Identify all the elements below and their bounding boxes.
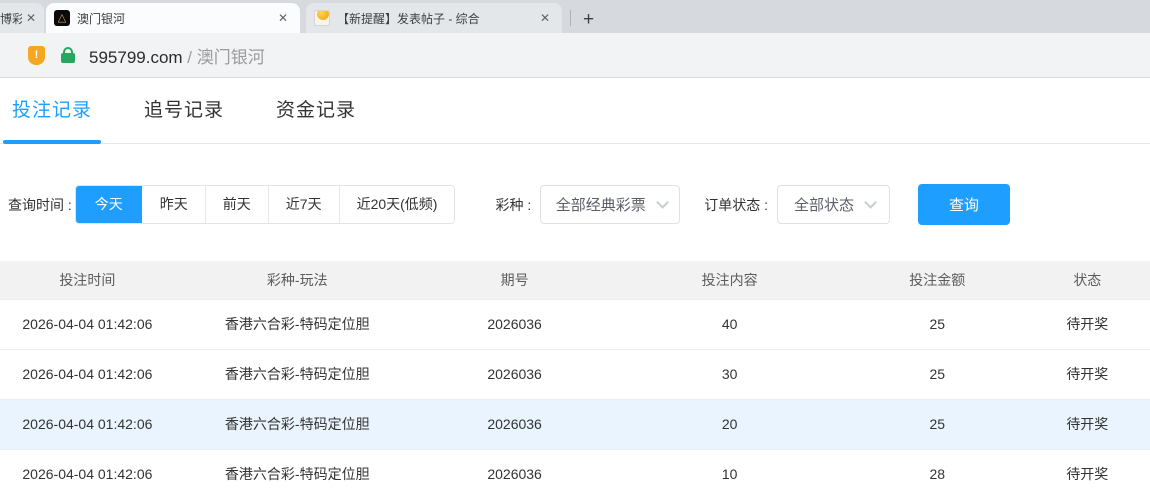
record-tab[interactable]: 资金记录 [276,100,357,121]
address-bar: ! 595799.com / 澳门银河 [0,33,1150,78]
table-row: 2026-04-04 01:42:06 香港六合彩-特码定位胆 2026036 30 2… [0,348,1150,399]
galaxy-favicon-icon: △ [54,10,70,26]
column-header: 投注金额 [849,261,1025,299]
tab-title: 澳门银河 [77,11,126,26]
table-header-row: 投注时间 彩种-玩法 期号 投注内容 投注金额 状态 [0,261,1150,299]
cell-issue: 2026036 [419,398,610,449]
close-icon[interactable]: ✕ [539,11,551,25]
browser-tab-bar: 博彩 ✕ △ 澳门银河 ✕ 【新提醒】发表帖子 - 综合 ✕ + [0,0,1150,33]
column-header: 状态 [1024,261,1150,299]
lock-icon[interactable] [61,47,75,63]
url-domain: 595799.com [89,47,183,67]
cell-content: 30 [609,348,850,399]
lottery-filter-label: 彩种 : [495,196,532,213]
filter-bar: 查询时间 : 今天 昨天 前天 近7天 近20天(低频) 彩种 : 全部经典彩票 订单状… [8,184,1150,225]
tab-divider [570,10,571,26]
time-filter-button[interactable]: 近20天(低频) [338,186,455,223]
cell-status: 待开奖 [1024,448,1150,492]
lottery-select[interactable]: 全部经典彩票 [540,185,681,224]
column-header: 投注内容 [609,261,850,299]
time-filter-button[interactable]: 前天 [204,186,268,223]
url-site-name: 澳门银河 [196,47,265,67]
time-filter-button[interactable]: 昨天 [141,186,205,223]
lottery-select-value: 全部经典彩票 [555,197,646,214]
cell-amount: 25 [849,298,1025,349]
shield-warning-icon[interactable]: ! [28,45,45,65]
column-header: 投注时间 [0,261,175,299]
forum-favicon-icon [314,10,330,26]
browser-tab-partial[interactable]: 博彩 ✕ [0,3,44,33]
tab-title: 【新提醒】发表帖子 - 综合 [337,11,480,26]
cell-issue: 2026036 [419,298,610,349]
time-filter-group: 今天 昨天 前天 近7天 近20天(低频) [74,185,456,224]
new-tab-button[interactable]: + [583,9,595,30]
order-status-select[interactable]: 全部状态 [777,185,891,224]
record-tab[interactable]: 投注记录 [2,98,102,144]
cell-game: 香港六合彩-特码定位胆 [174,298,420,349]
column-header: 彩种-玩法 [174,261,420,299]
column-header: 期号 [419,261,610,299]
time-filter-button[interactable]: 今天 [75,186,142,223]
time-filter-button[interactable]: 近7天 [267,186,339,223]
cell-status: 待开奖 [1024,398,1150,449]
table-row: 2026-04-04 01:42:06 香港六合彩-特码定位胆 2026036 10 2… [0,448,1150,492]
cell-game: 香港六合彩-特码定位胆 [174,448,420,492]
time-filter-label: 查询时间 : [8,196,72,213]
cell-issue: 2026036 [419,348,610,399]
order-status-value: 全部状态 [794,197,855,214]
cell-time: 2026-04-04 01:42:06 [0,348,175,399]
cell-game: 香港六合彩-特码定位胆 [174,398,420,449]
order-status-label: 订单状态 : [704,196,769,213]
records-table: 投注时间 彩种-玩法 期号 投注内容 投注金额 状态 2026-04-04 01:42:0… [0,261,1150,492]
cell-time: 2026-04-04 01:42:06 [0,448,175,492]
cell-content: 40 [609,298,850,349]
cell-content: 10 [609,448,850,492]
record-tab[interactable]: 追号记录 [144,100,225,121]
url-text[interactable]: 595799.com / 澳门银河 [89,47,265,67]
chevron-down-icon [656,196,669,209]
close-icon[interactable]: ✕ [25,11,37,25]
cell-time: 2026-04-04 01:42:06 [0,298,175,349]
table-row: 2026-04-04 01:42:06 香港六合彩-特码定位胆 2026036 20 2… [0,398,1150,449]
chevron-down-icon [864,196,878,209]
cell-game: 香港六合彩-特码定位胆 [174,348,420,399]
cell-amount: 28 [849,448,1025,492]
close-icon[interactable]: ✕ [277,11,289,25]
tab-title: 博彩 [0,11,22,26]
cell-status: 待开奖 [1024,348,1150,399]
cell-amount: 25 [849,398,1025,449]
records-table-body: 2026-04-04 01:42:06 香港六合彩-特码定位胆 2026036 40 2… [0,298,1150,492]
query-button[interactable]: 查询 [918,184,1011,225]
cell-status: 待开奖 [1024,298,1150,349]
record-tabs: 投注记录 追号记录 资金记录 [0,78,1150,144]
cell-issue: 2026036 [419,448,610,492]
cell-time: 2026-04-04 01:42:06 [0,398,175,449]
browser-tab-forum[interactable]: 【新提醒】发表帖子 - 综合 ✕ [306,3,562,33]
browser-tab-active[interactable]: △ 澳门银河 ✕ [46,3,300,33]
table-row: 2026-04-04 01:42:06 香港六合彩-特码定位胆 2026036 40 2… [0,298,1150,349]
cell-content: 20 [609,398,850,449]
cell-amount: 25 [849,348,1025,399]
